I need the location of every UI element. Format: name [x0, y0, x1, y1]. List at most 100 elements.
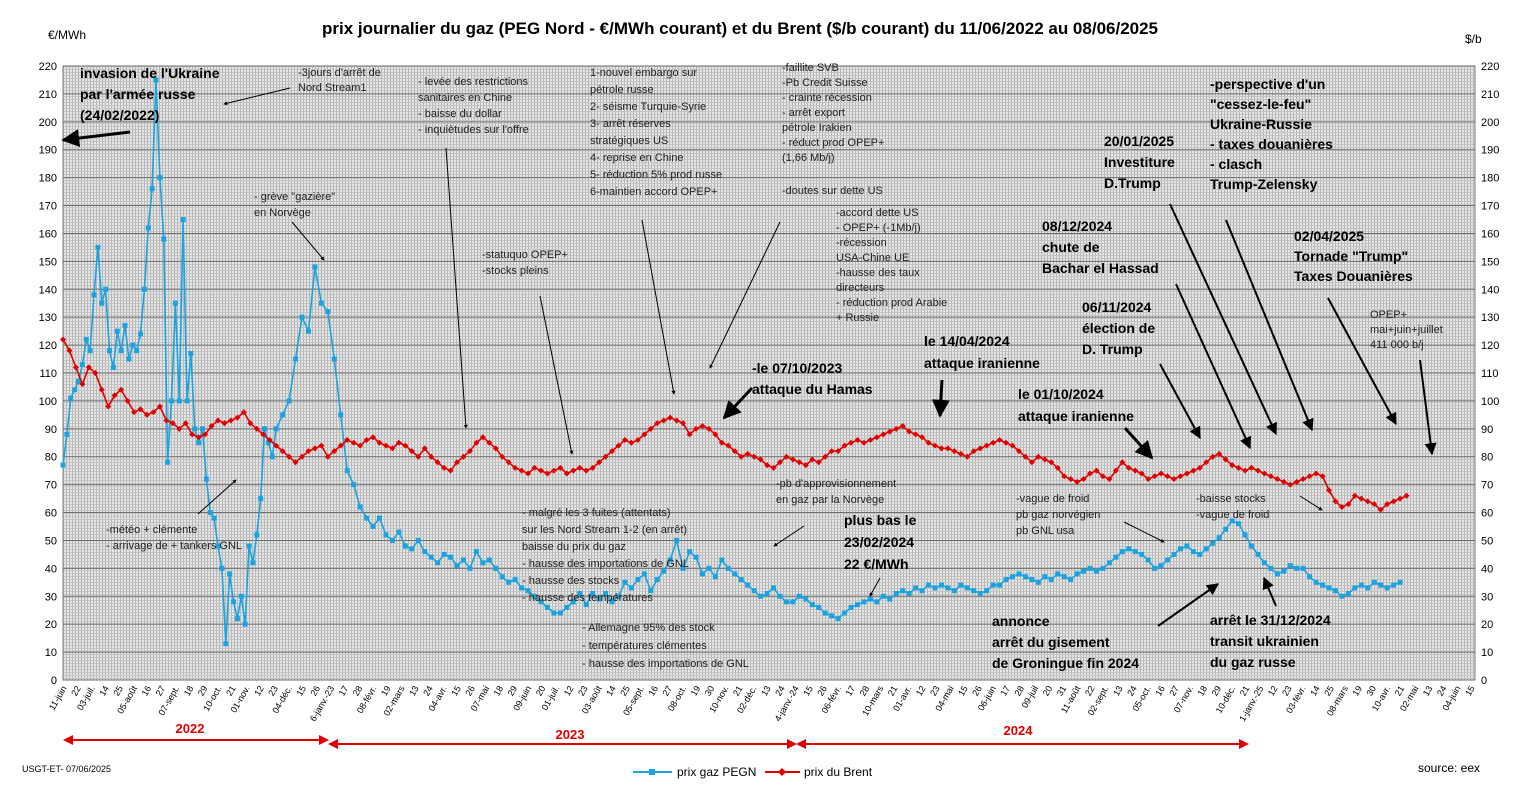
- x-tick-label: 23: [1280, 684, 1294, 698]
- annotation-line: -3jours d'arrêt de: [298, 67, 381, 79]
- brent-point: [1261, 470, 1268, 477]
- annotation-line: - OPEP+ (-1Mb/j): [836, 222, 921, 234]
- y-tick-right: 160: [1481, 228, 1499, 240]
- gas-point: [435, 560, 441, 566]
- brent-point: [1319, 473, 1326, 480]
- gas-point: [242, 621, 248, 627]
- arrow-invasion: [61, 129, 131, 148]
- brent-point: [641, 431, 648, 438]
- gas-point: [771, 585, 777, 591]
- gas-point: [641, 571, 647, 577]
- brent-point: [925, 439, 932, 446]
- arrow-iran-oct: [1123, 426, 1154, 460]
- gas-point: [176, 398, 182, 404]
- annotation-line: - baisse du dollar: [418, 108, 502, 120]
- brent-point: [247, 420, 254, 427]
- annotation-line: -baisse stocks: [1196, 493, 1266, 505]
- brent-point: [770, 464, 777, 471]
- brent-point: [163, 417, 170, 424]
- brent-point: [1280, 478, 1287, 485]
- gas-point: [648, 588, 654, 594]
- annotation-line: OPEP+: [1370, 309, 1407, 321]
- brent-point: [893, 425, 900, 432]
- y-tick-right: 220: [1481, 61, 1499, 73]
- annotation-stocks-2025: -baisse stocks -vague de froid: [1196, 493, 1269, 521]
- arrow-transit: [1262, 576, 1277, 607]
- annotation-line: -météo + clémente: [106, 524, 197, 536]
- gas-point: [1152, 565, 1158, 571]
- gas-point: [448, 554, 454, 560]
- brent-point: [460, 453, 467, 460]
- brent-point: [1080, 476, 1087, 483]
- gas-point: [1022, 574, 1028, 580]
- brent-point: [1015, 448, 1022, 455]
- brent-point: [1229, 462, 1236, 469]
- arrow-trump-elec: [1159, 363, 1201, 440]
- brent-point: [447, 467, 454, 474]
- x-tick-label: 24: [421, 684, 435, 698]
- gas-point: [299, 314, 305, 320]
- annotation-tornade: 02/04/2025 Tornade "Trump" Taxes Douanière…: [1294, 228, 1413, 284]
- brent-point: [208, 423, 215, 430]
- gas-point: [1326, 585, 1332, 591]
- annotation-line: 02/04/2025: [1294, 228, 1364, 244]
- year-2022-label: 2022: [176, 721, 205, 736]
- gas-point: [227, 571, 233, 577]
- arrow-vague-froid: [1123, 521, 1165, 543]
- brent-point: [156, 403, 163, 410]
- gas-point: [1190, 549, 1196, 555]
- gas-point: [1139, 551, 1145, 557]
- brent-point: [240, 409, 247, 416]
- legend-gas-label: prix gaz PEGN: [677, 765, 756, 779]
- gas-point: [628, 585, 634, 591]
- gas-point: [467, 565, 473, 571]
- gas-point: [64, 431, 70, 437]
- y-tick-left: 130: [39, 312, 57, 324]
- gas-point: [357, 504, 363, 510]
- brent-point: [363, 436, 370, 443]
- gas-point: [1100, 565, 1106, 571]
- y-tick-right: 80: [1481, 452, 1493, 464]
- y-tick-left: 220: [39, 61, 57, 73]
- annotation-line: + Russie: [836, 312, 879, 324]
- annotation-line: - arrivage de + tankers GNL: [106, 540, 242, 552]
- annotation-line: sanitaires en Chine: [418, 92, 512, 104]
- y-tick-right: 200: [1481, 117, 1499, 129]
- gas-point: [172, 300, 178, 306]
- gas-point: [590, 590, 596, 596]
- annotation-line: 4- reprise en Chine: [590, 152, 684, 164]
- gas-point: [829, 613, 835, 619]
- brent-point: [731, 448, 738, 455]
- y-tick-right: 60: [1481, 508, 1493, 520]
- gas-point: [1249, 543, 1255, 549]
- annotation-line: invasion de l'Ukraine: [80, 65, 220, 81]
- gas-point: [835, 616, 841, 622]
- annotation-line: Tornade "Trump": [1294, 248, 1408, 264]
- x-tick-label: 13: [1111, 684, 1125, 698]
- annotation-line: Taxes Douanières: [1294, 268, 1413, 284]
- y-tick-left: 180: [39, 173, 57, 185]
- gas-point: [441, 551, 447, 557]
- annotation-meteo: -météo + clémente - arrivage de + tankers…: [106, 524, 242, 552]
- gas-point: [577, 590, 583, 596]
- x-tick-label: 24: [773, 684, 787, 698]
- y-tick-right: 50: [1481, 535, 1493, 547]
- annotation-line: pétrole Irakien: [782, 122, 852, 134]
- brent-point: [124, 397, 131, 404]
- brent-point: [1293, 478, 1300, 485]
- gas-point: [654, 577, 660, 583]
- annotation-line: arrêt du gisement: [992, 634, 1110, 650]
- annotation-chine: - levée des restrictions sanitaires en Ch…: [418, 76, 529, 136]
- brent-point: [977, 445, 984, 452]
- gas-point: [1119, 549, 1125, 555]
- annotation-line: - levée des restrictions: [418, 76, 529, 88]
- gas-point: [615, 593, 621, 599]
- y-tick-right: 10: [1481, 647, 1493, 659]
- x-tick-label: 16: [1153, 684, 1167, 698]
- gas-point: [1068, 577, 1074, 583]
- gas-point: [900, 588, 906, 594]
- brent-point: [815, 459, 822, 466]
- gas-point: [280, 412, 286, 418]
- x-tick-label: 14: [1308, 684, 1322, 698]
- brent-point: [1177, 473, 1184, 480]
